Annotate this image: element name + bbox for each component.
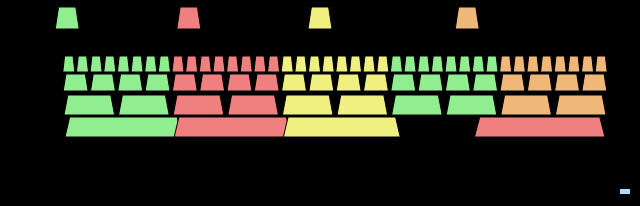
Polygon shape bbox=[158, 57, 170, 73]
Polygon shape bbox=[404, 57, 416, 73]
Polygon shape bbox=[445, 75, 470, 91]
Polygon shape bbox=[213, 57, 225, 73]
Polygon shape bbox=[377, 57, 389, 73]
Polygon shape bbox=[240, 57, 252, 73]
Polygon shape bbox=[282, 96, 333, 115]
Polygon shape bbox=[445, 57, 457, 73]
Polygon shape bbox=[173, 96, 224, 115]
Polygon shape bbox=[595, 57, 607, 73]
Polygon shape bbox=[364, 75, 388, 91]
Polygon shape bbox=[568, 57, 580, 73]
Polygon shape bbox=[418, 57, 429, 73]
Polygon shape bbox=[284, 117, 400, 137]
Polygon shape bbox=[349, 57, 362, 73]
Polygon shape bbox=[363, 57, 375, 73]
Polygon shape bbox=[582, 75, 607, 91]
Polygon shape bbox=[527, 57, 539, 73]
Polygon shape bbox=[472, 57, 484, 73]
Polygon shape bbox=[513, 57, 525, 73]
Polygon shape bbox=[90, 75, 115, 91]
Polygon shape bbox=[64, 96, 115, 115]
Polygon shape bbox=[541, 57, 552, 73]
Polygon shape bbox=[200, 75, 225, 91]
Polygon shape bbox=[174, 117, 291, 137]
Polygon shape bbox=[308, 57, 321, 73]
Polygon shape bbox=[391, 75, 416, 91]
Polygon shape bbox=[76, 57, 88, 73]
Polygon shape bbox=[281, 57, 293, 73]
Polygon shape bbox=[254, 57, 266, 73]
Polygon shape bbox=[459, 57, 470, 73]
Polygon shape bbox=[336, 57, 348, 73]
Polygon shape bbox=[500, 57, 511, 73]
Polygon shape bbox=[63, 75, 88, 91]
Polygon shape bbox=[177, 8, 201, 30]
Polygon shape bbox=[473, 75, 498, 91]
Polygon shape bbox=[199, 57, 211, 73]
Polygon shape bbox=[390, 57, 403, 73]
Polygon shape bbox=[392, 96, 442, 115]
Polygon shape bbox=[254, 75, 279, 91]
Polygon shape bbox=[172, 57, 184, 73]
Polygon shape bbox=[63, 57, 75, 73]
Polygon shape bbox=[501, 96, 552, 115]
Polygon shape bbox=[104, 57, 116, 73]
Polygon shape bbox=[227, 75, 252, 91]
Polygon shape bbox=[55, 8, 79, 30]
Polygon shape bbox=[145, 57, 157, 73]
Polygon shape bbox=[117, 57, 129, 73]
Polygon shape bbox=[65, 117, 182, 137]
Polygon shape bbox=[118, 96, 169, 115]
Polygon shape bbox=[131, 57, 143, 73]
Polygon shape bbox=[295, 57, 307, 73]
Polygon shape bbox=[446, 96, 497, 115]
Polygon shape bbox=[474, 117, 605, 137]
Polygon shape bbox=[322, 57, 334, 73]
Polygon shape bbox=[268, 57, 280, 73]
Polygon shape bbox=[486, 57, 498, 73]
Polygon shape bbox=[186, 57, 198, 73]
Polygon shape bbox=[527, 75, 552, 91]
Polygon shape bbox=[172, 75, 197, 91]
Polygon shape bbox=[431, 57, 444, 73]
Polygon shape bbox=[228, 96, 278, 115]
Polygon shape bbox=[555, 75, 579, 91]
Polygon shape bbox=[500, 75, 525, 91]
Polygon shape bbox=[582, 57, 593, 73]
Polygon shape bbox=[227, 57, 239, 73]
Bar bbox=[620, 189, 630, 194]
Polygon shape bbox=[336, 75, 361, 91]
Polygon shape bbox=[118, 75, 143, 91]
Polygon shape bbox=[337, 96, 388, 115]
Polygon shape bbox=[308, 8, 332, 30]
Polygon shape bbox=[309, 75, 334, 91]
Polygon shape bbox=[556, 96, 606, 115]
Polygon shape bbox=[418, 75, 443, 91]
Polygon shape bbox=[554, 57, 566, 73]
Polygon shape bbox=[282, 75, 307, 91]
Polygon shape bbox=[455, 8, 479, 30]
Polygon shape bbox=[90, 57, 102, 73]
Polygon shape bbox=[145, 75, 170, 91]
